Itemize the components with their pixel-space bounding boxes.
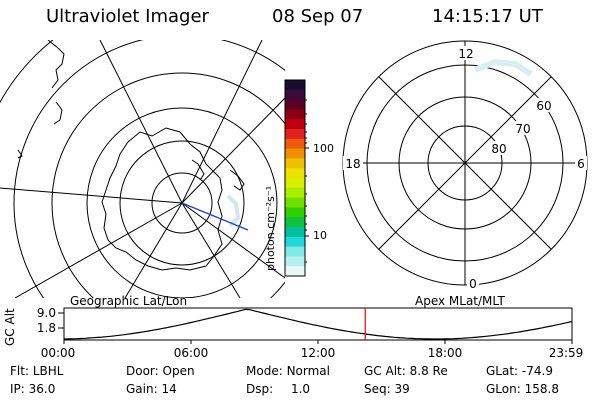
geo-meridian: [14, 202, 183, 298]
geo-lat-circle: [86, 107, 278, 298]
geo-meridian: [124, 202, 183, 298]
colorbar-block: [285, 256, 305, 267]
door-label: Door:: [126, 364, 159, 378]
mlt-label-bottom: 0: [469, 277, 477, 291]
geo-meridian: [181, 40, 263, 204]
colorbar-block: [285, 187, 305, 199]
geo-lat-circle: [13, 40, 285, 298]
instrument-title: Ultraviolet Imager: [46, 6, 209, 27]
mlat-label-60: 60: [536, 99, 551, 113]
glat-label: GLat:: [486, 364, 519, 378]
geo-meridian: [181, 202, 285, 279]
altitude-plot: GC Alt 9.0 1.8 00:00 06:00 12:00 18:00 23:59: [3, 306, 584, 360]
colorbar-block: [285, 148, 305, 159]
glon-label: GLon:: [486, 382, 521, 396]
ip-label: IP:: [10, 382, 25, 396]
spacecraft-track-line: [181, 202, 249, 231]
ip-value: 36.0: [28, 382, 56, 396]
colorbar-block: [285, 80, 305, 91]
colorbar-block: [285, 89, 305, 101]
geo-lat-circle: [119, 140, 245, 266]
apex-caption: Apex MLat/MLT: [415, 294, 505, 308]
colorbar-block: [285, 178, 305, 189]
mlt-label-left: 18: [345, 157, 360, 171]
altitude-ytick: 9.0: [37, 306, 56, 320]
glat-value: -74.9: [521, 364, 553, 378]
altitude-ytick: 1.8: [37, 321, 56, 335]
gc-alt-value: 8.8 Re: [409, 364, 448, 378]
colorbar-tick-label: 100: [313, 142, 334, 155]
altitude-xtick-label: 00:00: [41, 346, 76, 360]
image-date: 08 Sep 07: [272, 6, 364, 27]
mlt-diagonal: [378, 76, 552, 250]
filter-value: LBHL: [32, 364, 64, 378]
colorbar-block: [285, 217, 305, 228]
colorbar-block: [285, 266, 305, 277]
gc-alt-label: GC Alt:: [364, 364, 406, 378]
colorbar-block: [285, 99, 305, 110]
colorbar-block: [285, 236, 305, 248]
colorbar-tick-label: 10: [313, 229, 327, 242]
door-value: Open: [162, 364, 195, 378]
coast-fragment: [47, 40, 65, 89]
geo-meridian: [181, 202, 241, 298]
altitude-xtick-label: 23:59: [549, 346, 584, 360]
mlat-label-80: 80: [491, 142, 506, 156]
colorbar-frame: [284, 79, 306, 277]
colorbar-block: [285, 227, 305, 238]
altitude-curve: [63, 308, 573, 340]
gain-value: 14: [161, 382, 177, 396]
mode-value: Normal: [286, 364, 330, 378]
coast-detail: [191, 159, 205, 181]
geo-meridian: [0, 187, 183, 204]
coast-fragment: [53, 101, 63, 125]
colorbar-block: [285, 246, 305, 257]
coast-fragment: [229, 169, 245, 191]
altitude-ylabel: GC Alt: [3, 308, 17, 346]
colorbar-unit-label: photon cm⁻²s⁻¹: [264, 186, 277, 271]
filter-label: Flt:: [10, 364, 29, 378]
colorbar-block: [285, 129, 305, 140]
geo-lat-circle: [151, 172, 213, 234]
colorbar-block: [285, 138, 305, 150]
geographic-map: [0, 40, 285, 298]
colorbar-block: [285, 168, 305, 179]
geo-lat-circle: [51, 72, 285, 298]
aurora-emission: [226, 194, 241, 228]
colorbar: photon cm⁻²s⁻¹: [264, 79, 309, 277]
gain-label: Gain:: [126, 382, 158, 396]
glon-value: 158.8: [524, 382, 559, 396]
antarctica-coastline: [101, 127, 223, 271]
colorbar-block: [285, 119, 305, 130]
geographic-caption: Geographic Lat/Lon: [70, 294, 188, 308]
altitude-xtick-label: 18:00: [428, 346, 463, 360]
altitude-xtick-label: 12:00: [301, 346, 336, 360]
mlat-mlt-plot: 12 6 0 18 60 70 80: [342, 40, 588, 291]
mlt-label-right: 6: [577, 157, 585, 171]
image-time: 14:15:17 UT: [432, 6, 543, 27]
mlt-label-top: 12: [458, 47, 473, 61]
colorbar-block: [285, 158, 305, 169]
altitude-xtick-label: 06:00: [174, 346, 209, 360]
dsp-label: Dsp:: [246, 382, 274, 396]
seq-value: 39: [394, 382, 410, 396]
seq-label: Seq:: [364, 382, 391, 396]
colorbar-block: [285, 109, 305, 120]
colorbar-block: [285, 207, 305, 218]
geo-meridian: [99, 40, 183, 204]
dsp-value: 1.0: [290, 382, 311, 396]
mlat-label-70: 70: [515, 122, 530, 136]
aurora-emission: [473, 58, 533, 77]
mode-label: Mode:: [246, 364, 283, 378]
geo-meridian: [181, 97, 285, 204]
colorbar-block: [285, 197, 305, 208]
coast-fragment: [17, 149, 23, 159]
